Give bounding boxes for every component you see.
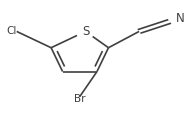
Text: N: N (175, 12, 184, 25)
Text: Cl: Cl (7, 26, 17, 36)
Text: Br: Br (74, 94, 86, 104)
Text: S: S (82, 25, 89, 38)
